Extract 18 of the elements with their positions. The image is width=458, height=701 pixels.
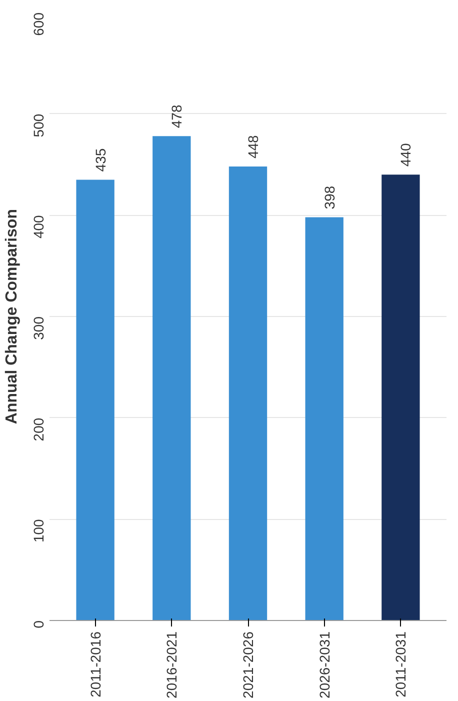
x-tick-label: 2016-2021: [164, 631, 180, 698]
data-label: 398: [321, 186, 338, 210]
y-tick-label: 0: [30, 620, 46, 628]
x-tick-label: 2021-2026: [240, 631, 256, 698]
y-tick-label: 100: [30, 518, 46, 543]
x-tick-label: 2011-2016: [87, 631, 104, 698]
data-label: 440: [398, 143, 414, 167]
x-tick-label: 2011-2031: [392, 631, 409, 698]
y-tick-label: 400: [30, 214, 46, 239]
y-tick-label: 500: [30, 114, 46, 138]
x-tick-label: 2026-2031: [316, 631, 332, 698]
y-axis-title: Annual Change Comparison: [4, 208, 20, 424]
data-label: 435: [92, 148, 108, 172]
y-tick-label: 200: [30, 418, 46, 442]
data-label: 478: [168, 104, 185, 128]
data-label: 448: [245, 134, 261, 159]
y-tick-label: 600: [30, 12, 46, 36]
y-tick-label: 300: [30, 316, 46, 340]
